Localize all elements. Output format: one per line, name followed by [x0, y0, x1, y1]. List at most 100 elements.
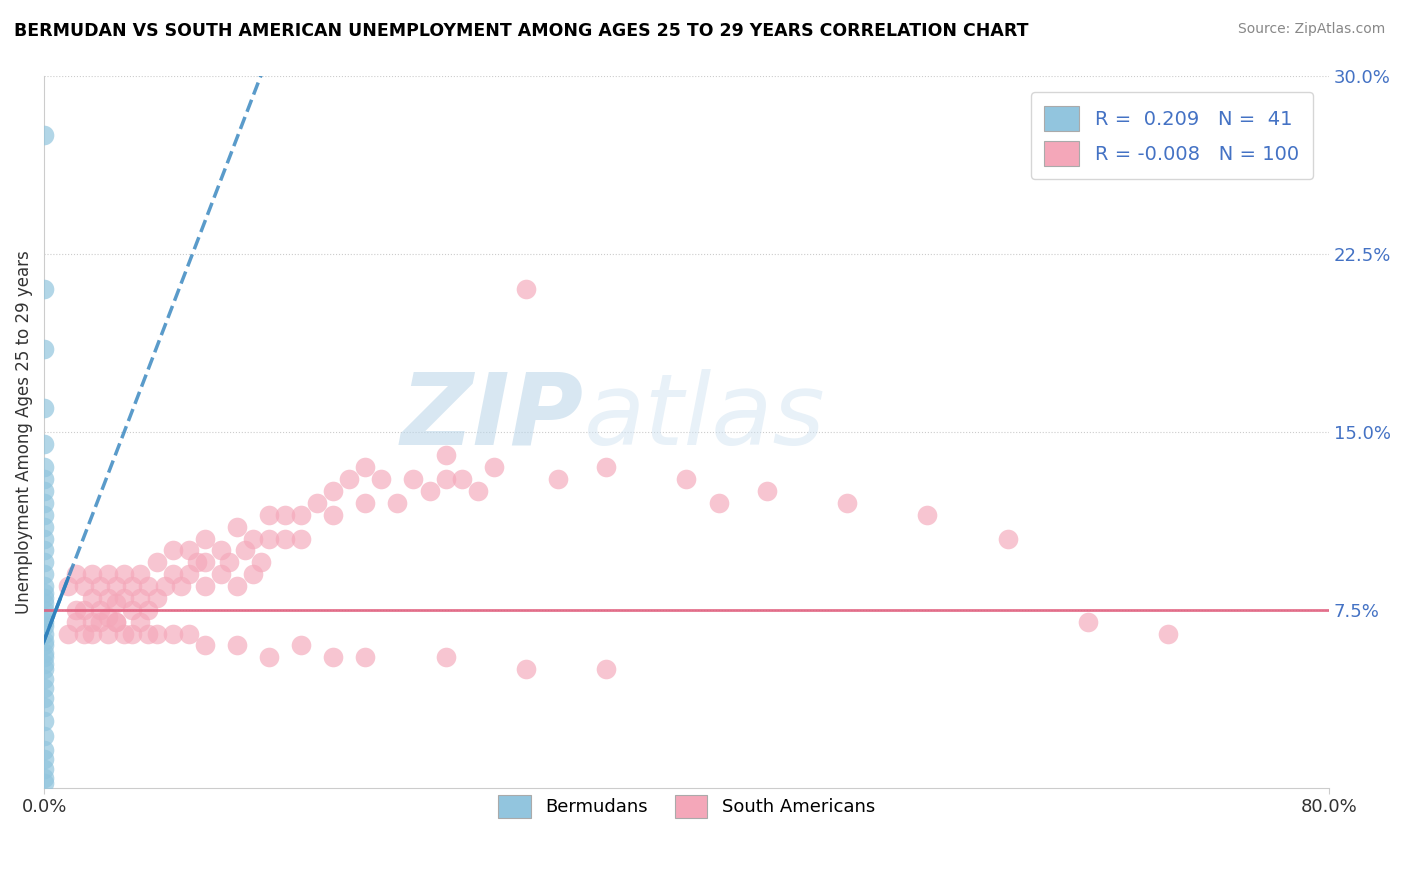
Point	[257, 532, 280, 546]
Point	[58, 579, 80, 593]
Point	[482, 460, 505, 475]
Point	[32, 508, 55, 522]
Point	[32, 626, 55, 640]
Point	[32, 650, 55, 665]
Point	[322, 650, 344, 665]
Legend: Bermudans, South Americans: Bermudans, South Americans	[491, 788, 882, 825]
Point	[354, 650, 377, 665]
Point	[194, 532, 217, 546]
Point	[162, 543, 184, 558]
Point	[105, 579, 128, 593]
Point	[32, 519, 55, 533]
Point	[32, 615, 55, 629]
Point	[835, 496, 858, 510]
Point	[32, 401, 55, 415]
Point	[112, 567, 135, 582]
Point	[32, 619, 55, 633]
Point	[97, 591, 120, 605]
Point	[121, 603, 143, 617]
Point	[434, 650, 457, 665]
Point	[82, 567, 104, 582]
Point	[162, 567, 184, 582]
Point	[32, 128, 55, 142]
Point	[354, 496, 377, 510]
Point	[97, 626, 120, 640]
Point	[32, 472, 55, 486]
Text: ZIP: ZIP	[401, 369, 583, 466]
Point	[73, 579, 96, 593]
Point	[32, 591, 55, 605]
Point	[138, 579, 160, 593]
Point	[145, 626, 167, 640]
Point	[89, 615, 111, 629]
Point	[32, 532, 55, 546]
Point	[402, 472, 425, 486]
Point	[32, 633, 55, 648]
Point	[32, 714, 55, 729]
Point	[73, 626, 96, 640]
Point	[274, 508, 297, 522]
Point	[354, 460, 377, 475]
Point	[32, 657, 55, 672]
Point	[209, 543, 232, 558]
Point	[547, 472, 569, 486]
Point	[290, 508, 312, 522]
Point	[105, 615, 128, 629]
Point	[322, 508, 344, 522]
Point	[177, 567, 200, 582]
Point	[370, 472, 392, 486]
Point	[387, 496, 409, 510]
Point	[82, 591, 104, 605]
Point	[467, 484, 489, 499]
Point	[242, 567, 264, 582]
Point	[32, 610, 55, 624]
Point	[257, 650, 280, 665]
Point	[32, 596, 55, 610]
Point	[138, 603, 160, 617]
Point	[73, 603, 96, 617]
Point	[129, 615, 152, 629]
Point	[250, 555, 273, 569]
Point	[153, 579, 176, 593]
Point	[209, 567, 232, 582]
Point	[162, 626, 184, 640]
Point	[105, 615, 128, 629]
Point	[129, 591, 152, 605]
Point	[997, 532, 1019, 546]
Point	[32, 282, 55, 296]
Point	[337, 472, 360, 486]
Point	[32, 603, 55, 617]
Point	[434, 472, 457, 486]
Point	[32, 646, 55, 660]
Point	[307, 496, 329, 510]
Point	[32, 672, 55, 686]
Point	[515, 282, 537, 296]
Point	[1157, 626, 1180, 640]
Point	[290, 639, 312, 653]
Point	[65, 615, 87, 629]
Point	[89, 579, 111, 593]
Point	[675, 472, 697, 486]
Point	[595, 460, 617, 475]
Point	[225, 579, 247, 593]
Point	[32, 772, 55, 786]
Point	[82, 615, 104, 629]
Point	[89, 603, 111, 617]
Point	[112, 591, 135, 605]
Text: atlas: atlas	[583, 369, 825, 466]
Point	[917, 508, 939, 522]
Point	[32, 762, 55, 776]
Point	[112, 626, 135, 640]
Point	[242, 532, 264, 546]
Point	[32, 729, 55, 743]
Point	[97, 567, 120, 582]
Point	[218, 555, 240, 569]
Point	[177, 626, 200, 640]
Point	[138, 626, 160, 640]
Point	[129, 567, 152, 582]
Point	[194, 555, 217, 569]
Point	[194, 639, 217, 653]
Point	[233, 543, 256, 558]
Point	[121, 579, 143, 593]
Point	[225, 639, 247, 653]
